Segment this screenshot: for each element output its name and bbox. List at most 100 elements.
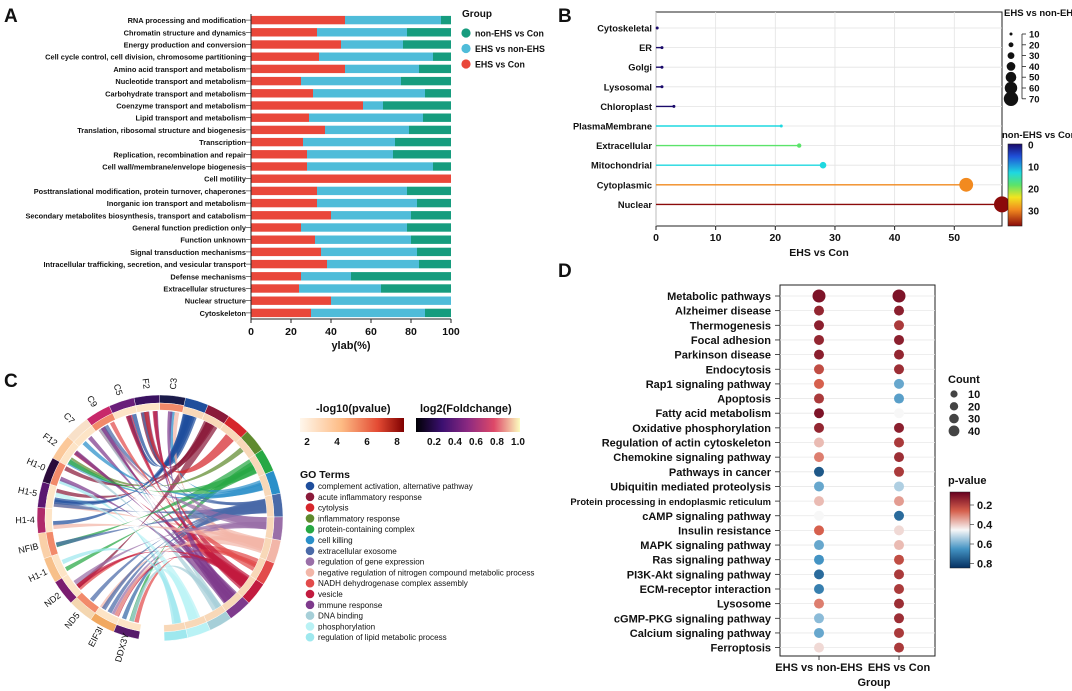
a-bar-2-non-ehs-vs-con: [407, 28, 451, 37]
a-bar-21-ehs-vs-con: [251, 259, 327, 269]
b-size-legend-dot: [1003, 91, 1019, 107]
a-x-tick-label: 0: [248, 326, 254, 338]
c-ring-gene-inner: [59, 441, 80, 466]
d-dot-ehs-vs-con: [894, 584, 904, 594]
a-category-label: Translation, ribosomal structure and bio…: [77, 126, 246, 135]
a-bar-24-ehs-vs-non-ehs: [331, 296, 451, 305]
c-ring-gene-inner: [112, 405, 138, 420]
a-bar-15-non-ehs-vs-con: [407, 186, 451, 196]
c-chord-link: [140, 412, 209, 468]
d-pathway-label: Ferroptosis: [710, 643, 771, 655]
c-gene-label: C3: [168, 377, 179, 389]
a-bar-4-ehs-vs-non-ehs: [319, 52, 433, 61]
c-gene-label: NFIB: [17, 541, 39, 555]
b-dot-cytoskeletal: [655, 26, 659, 30]
a-bar-15-ehs-vs-non-ehs: [317, 186, 407, 196]
b-dot-chloroplast: [672, 104, 676, 108]
d-colorbar-tick-label: 0.2: [977, 500, 992, 512]
c-go-legend-label: inflammatory response: [318, 514, 400, 523]
d-dot-ehs-vs-con: [894, 540, 904, 551]
a-category-label: Extracellular structures: [163, 285, 246, 294]
c-chord-link: [114, 555, 249, 617]
d-dot-ehs-vs-non-ehs: [814, 320, 824, 331]
a-x-axis-label: ylab(%): [331, 340, 370, 352]
a-bar-11-ehs-vs-non-ehs: [303, 137, 395, 147]
c-ring-gene-inner: [76, 592, 100, 614]
d-pathway-label: Focal adhesion: [691, 335, 771, 347]
a-bar-16-ehs-vs-non-ehs: [317, 198, 417, 208]
c-go-legend-dot: [305, 557, 315, 566]
b-dot-extracellular: [796, 143, 802, 148]
b-colorbar: [1007, 143, 1023, 227]
b-category-label: Mitochondrial: [591, 161, 652, 171]
c-ring-gene-inner: [61, 574, 83, 598]
b-category-label: Golgi: [628, 63, 652, 73]
a-bar-17-non-ehs-vs-con: [411, 211, 451, 220]
b-x-tick-label: 0: [653, 232, 659, 244]
panel-letter-b: B: [558, 6, 572, 27]
c-ring-gene-inner: [73, 425, 96, 447]
a-bar-10-non-ehs-vs-con: [409, 125, 451, 135]
a-legend-title: Group: [462, 9, 492, 20]
a-legend-label: EHS vs non-EHS: [475, 44, 545, 54]
d-dot-ehs-vs-con: [894, 320, 904, 331]
a-category-label: Transcription: [199, 138, 246, 147]
a-bar-3-ehs-vs-non-ehs: [341, 40, 403, 49]
d-colorbar-tick-label: 0.4: [977, 520, 993, 532]
c-ring-gene-inner: [159, 402, 185, 413]
c-ring-gene-inner: [94, 606, 120, 625]
d-size-legend-title: Count: [948, 374, 980, 386]
b-size-legend-label: 40: [1029, 62, 1040, 73]
d-pathway-label: Metabolic pathways: [667, 291, 771, 303]
d-pathway-label: Alzheimer disease: [675, 306, 771, 318]
b-category-label: Chloroplast: [600, 102, 652, 112]
c-gene-label: H1-1: [27, 567, 49, 584]
c-go-title: GO Terms: [300, 469, 350, 481]
d-plot-frame: [779, 284, 936, 657]
a-legend-dot: [461, 28, 471, 38]
a-bar-1-ehs-vs-con: [251, 15, 345, 25]
c-gene-label: H1-4: [15, 515, 35, 525]
a-category-label: Energy production and conversion: [124, 41, 247, 50]
a-bar-17-ehs-vs-con: [251, 211, 331, 220]
b-category-label: Lysosomal: [604, 82, 652, 92]
d-pathway-label: Rap1 signaling pathway: [646, 379, 772, 391]
d-pathway-label: Parkinson disease: [674, 350, 771, 362]
panel-a-stacked-bar-chart: RNA processing and modification Chromatin…: [25, 9, 545, 352]
a-bar-18-ehs-vs-non-ehs: [301, 223, 407, 232]
d-pathway-label: cAMP signaling pathway: [642, 511, 772, 523]
a-bar-8-ehs-vs-con: [251, 101, 363, 110]
a-x-tick-label: 20: [285, 326, 297, 338]
a-category-label: Lipid transport and metabolism: [136, 114, 247, 123]
c-chord-link: [167, 411, 235, 603]
d-size-legend-label: 40: [968, 426, 980, 438]
panel-letter-a: A: [4, 6, 18, 27]
a-bar-1-ehs-vs-non-ehs: [345, 15, 441, 25]
b-colorbar-tick-label: 30: [1028, 207, 1040, 218]
c-scale2-bar: [416, 418, 520, 432]
c-chord-link: [73, 521, 267, 585]
c-chord-link: [107, 502, 267, 614]
c-ring-gene-inner: [51, 553, 69, 579]
a-bar-16-ehs-vs-con: [251, 198, 317, 208]
c-scale2-tick-label: 0.8: [490, 437, 504, 448]
a-category-label: Posttranslational modification, protein …: [34, 187, 246, 196]
a-x-tick-label: 100: [442, 326, 460, 338]
d-pathway-label: Fatty acid metabolism: [655, 408, 771, 420]
a-x-tick-label: 80: [405, 326, 417, 338]
a-legend-dot: [461, 59, 471, 69]
a-bar-18-ehs-vs-con: [251, 223, 301, 232]
b-category-label: Cytoplasmic: [597, 180, 652, 190]
b-dot-er: [660, 46, 664, 50]
d-pathway-label: Ubiquitin mediated proteolysis: [610, 481, 771, 493]
a-category-label: RNA processing and modification: [128, 16, 247, 25]
d-dot-ehs-vs-con: [894, 627, 904, 638]
b-size-legend-dot: [1006, 62, 1016, 71]
a-category-label: Nucleotide transport and metabolism: [115, 77, 246, 86]
a-category-label: Secondary metabolites biosynthesis, tran…: [25, 211, 246, 220]
d-dot-ehs-vs-con: [894, 525, 904, 536]
b-size-legend-label: 50: [1029, 73, 1040, 84]
d-dot-ehs-vs-non-ehs: [814, 452, 824, 463]
c-scale1-bar: [300, 418, 404, 432]
